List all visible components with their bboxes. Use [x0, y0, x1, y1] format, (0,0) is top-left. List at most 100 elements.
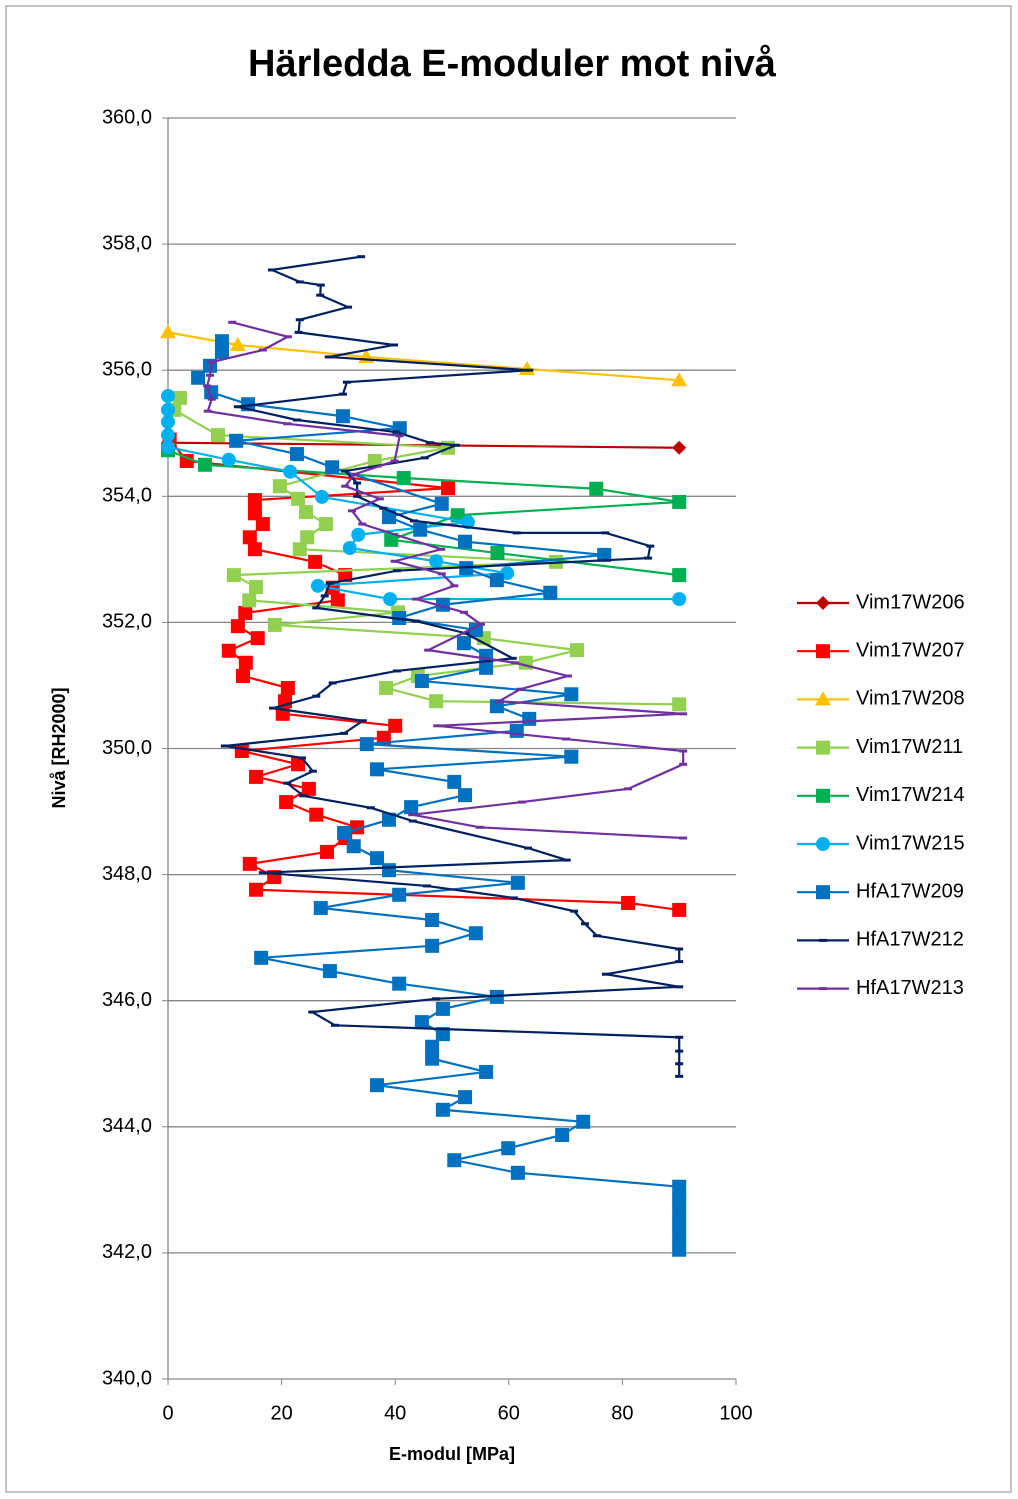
marker: [301, 781, 316, 796]
marker: [254, 950, 269, 965]
marker: [207, 397, 216, 401]
marker: [425, 912, 440, 927]
marker: [338, 392, 347, 396]
marker: [258, 871, 267, 875]
marker: [672, 440, 687, 455]
marker: [197, 457, 212, 472]
marker: [340, 731, 349, 735]
y-axis-label: Nivå [RH2000]: [49, 687, 69, 808]
marker: [563, 674, 572, 678]
marker: [524, 846, 533, 850]
marker: [234, 744, 249, 759]
marker: [370, 851, 385, 866]
legend-label: Vim17W208: [856, 688, 965, 710]
marker: [679, 836, 688, 840]
x-tick-label: 20: [270, 1402, 292, 1424]
marker: [675, 985, 684, 989]
marker: [291, 757, 306, 772]
marker: [392, 569, 401, 573]
marker: [675, 1035, 684, 1039]
y-tick-label: 354,0: [102, 485, 152, 507]
y-tick-label: 356,0: [102, 358, 152, 380]
marker: [408, 819, 417, 823]
marker: [381, 510, 396, 525]
marker: [292, 542, 307, 557]
y-tick-label: 360,0: [102, 106, 152, 128]
marker: [429, 554, 444, 569]
marker: [543, 585, 558, 600]
marker: [675, 1074, 684, 1078]
marker: [330, 1023, 339, 1027]
marker: [489, 989, 504, 1004]
marker: [309, 807, 324, 822]
marker: [395, 434, 404, 438]
marker: [249, 769, 264, 784]
marker: [325, 581, 334, 585]
marker: [206, 373, 215, 377]
marker: [479, 660, 494, 675]
marker: [425, 1039, 440, 1054]
marker: [328, 681, 337, 685]
marker: [179, 453, 194, 468]
marker: [267, 617, 282, 632]
marker: [404, 800, 419, 815]
marker: [358, 522, 367, 526]
marker: [433, 724, 442, 728]
marker: [316, 293, 325, 297]
marker: [226, 568, 241, 583]
marker: [341, 469, 350, 473]
legend-label: Vim17W207: [856, 639, 965, 661]
marker: [458, 1090, 473, 1105]
legend-label: Vim17W215: [856, 832, 965, 854]
marker: [675, 1049, 684, 1053]
marker: [344, 305, 353, 309]
marker: [509, 896, 518, 900]
marker: [517, 800, 526, 804]
marker: [672, 1242, 687, 1257]
x-tick-label: 60: [498, 1402, 520, 1424]
marker: [322, 964, 337, 979]
marker: [672, 1192, 687, 1207]
marker: [672, 568, 687, 583]
legend-marker: [816, 596, 830, 610]
marker: [267, 268, 276, 272]
x-tick-label: 40: [384, 1402, 406, 1424]
marker: [479, 1064, 494, 1079]
marker: [220, 744, 229, 748]
marker: [312, 694, 321, 698]
marker: [459, 610, 468, 614]
marker: [525, 368, 534, 372]
marker: [335, 409, 350, 424]
marker: [396, 471, 411, 486]
marker: [672, 697, 687, 712]
marker: [325, 460, 340, 475]
marker: [672, 1204, 687, 1219]
marker: [589, 481, 604, 496]
x-axis-label: E-modul [MPa]: [389, 1444, 515, 1464]
marker: [238, 655, 253, 670]
marker: [283, 464, 298, 479]
marker: [435, 1102, 450, 1117]
marker: [408, 813, 417, 817]
marker: [337, 825, 352, 840]
marker: [508, 656, 517, 660]
marker: [456, 636, 471, 651]
marker: [283, 422, 292, 426]
marker: [207, 360, 216, 364]
marker: [390, 459, 399, 463]
marker: [409, 519, 418, 523]
marker: [235, 668, 250, 683]
marker: [316, 283, 325, 287]
marker: [570, 909, 579, 913]
marker: [295, 280, 304, 284]
marker: [229, 336, 246, 351]
marker: [451, 443, 460, 447]
marker: [221, 452, 236, 467]
marker: [468, 622, 483, 637]
marker: [476, 622, 485, 626]
marker: [292, 418, 301, 422]
marker: [601, 972, 610, 976]
marker: [279, 795, 294, 810]
legend-marker: [816, 885, 830, 900]
